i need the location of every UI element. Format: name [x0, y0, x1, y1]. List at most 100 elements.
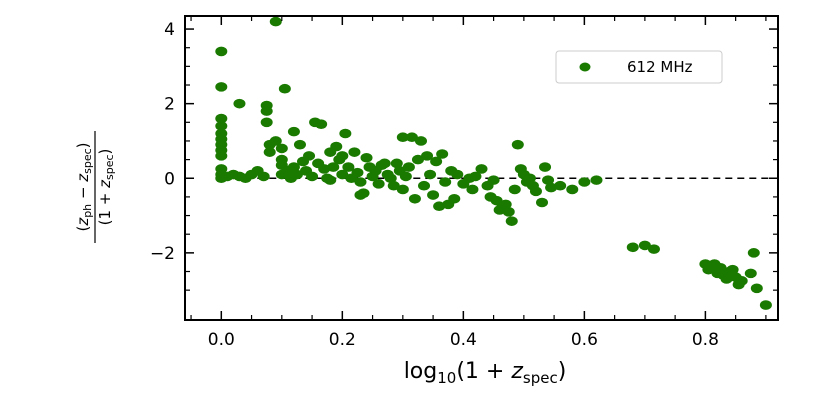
y-tick-label: 0 — [164, 169, 175, 189]
data-point — [505, 216, 518, 226]
data-point — [372, 179, 385, 189]
data-point — [339, 128, 352, 139]
data-point — [278, 83, 291, 94]
data-point — [714, 262, 727, 273]
data-point — [499, 199, 512, 210]
data-point — [529, 186, 542, 197]
data-point — [327, 162, 340, 172]
data-point — [336, 169, 349, 180]
data-point — [554, 180, 567, 191]
data-point — [351, 167, 364, 178]
data-point — [436, 149, 449, 159]
data-point — [215, 151, 228, 161]
data-point — [260, 106, 273, 116]
x-tick-label: 0.4 — [450, 330, 477, 350]
data-point — [215, 46, 228, 57]
data-point — [387, 180, 400, 191]
x-axis-label: log10(1 + zspec) — [404, 359, 567, 387]
data-point — [545, 182, 558, 193]
data-point — [451, 169, 464, 180]
data-point — [539, 162, 552, 172]
data-point — [421, 151, 434, 161]
data-point — [502, 207, 515, 217]
data-point — [427, 190, 440, 200]
data-point — [215, 113, 228, 124]
data-point — [354, 177, 367, 187]
axis-ticks: 0.0 0.2 0.4 0.6 0.8 −2 0 2 4 — [150, 16, 778, 350]
data-point — [466, 184, 479, 195]
data-point — [487, 175, 500, 185]
x-tick-label: 0.6 — [571, 330, 598, 350]
data-point — [744, 268, 757, 279]
data-point — [747, 248, 760, 258]
data-point — [275, 143, 288, 154]
data-point — [439, 177, 452, 187]
data-point — [638, 240, 651, 251]
data-point — [414, 136, 427, 146]
data-point — [324, 175, 337, 185]
data-point — [287, 162, 300, 172]
data-point — [348, 147, 361, 157]
data-point — [408, 193, 421, 204]
data-point — [424, 169, 437, 180]
x-tick-label: 0.0 — [208, 330, 235, 350]
data-point — [357, 188, 370, 198]
data-point — [303, 151, 316, 161]
data-point — [647, 244, 660, 254]
data-point — [735, 276, 748, 286]
data-point — [720, 274, 733, 284]
data-point — [578, 177, 591, 187]
legend-box — [555, 50, 723, 84]
y-axis-label: (zph − zspec) (1 + zspec) — [74, 131, 116, 243]
data-point — [342, 162, 355, 172]
legend-label: 612 MHz — [627, 58, 693, 76]
data-point — [315, 119, 328, 129]
data-point — [726, 264, 739, 275]
data-point — [269, 16, 282, 27]
data-point — [396, 184, 409, 195]
data-point — [215, 82, 228, 92]
data-point — [433, 201, 446, 212]
svg-text:(1 + zspec): (1 + zspec) — [96, 149, 116, 226]
data-point — [260, 117, 273, 128]
data-point — [306, 171, 319, 182]
data-point — [511, 139, 524, 150]
data-point — [378, 158, 391, 169]
data-point — [390, 158, 403, 169]
data-point — [750, 283, 763, 294]
data-point — [257, 171, 270, 182]
data-point — [290, 169, 303, 180]
data-point — [469, 171, 482, 182]
data-point — [336, 151, 349, 161]
data-point — [405, 132, 418, 143]
data-point — [566, 184, 579, 195]
data-point — [360, 152, 373, 163]
x-tick-label: 0.2 — [329, 330, 356, 350]
data-point — [293, 139, 306, 150]
data-points — [215, 16, 772, 310]
data-point — [215, 121, 228, 131]
data-point — [263, 147, 276, 157]
data-point — [430, 156, 443, 167]
data-point — [411, 154, 424, 165]
data-point — [399, 171, 412, 182]
y-tick-label: 2 — [164, 95, 175, 115]
data-point — [508, 184, 521, 195]
data-point — [590, 175, 603, 185]
data-point — [233, 98, 246, 109]
data-point — [475, 164, 488, 174]
data-point — [626, 242, 639, 253]
y-tick-label: 4 — [164, 20, 175, 40]
data-point — [318, 164, 331, 174]
svg-text:(zph − zspec): (zph − zspec) — [74, 142, 94, 231]
data-point — [759, 300, 772, 310]
data-point — [330, 141, 343, 152]
legend-marker — [579, 62, 591, 72]
data-point — [418, 180, 431, 191]
plot-frame — [184, 15, 779, 321]
y-tick-label: −2 — [150, 244, 175, 264]
data-point — [396, 132, 409, 143]
legend: 612 MHz — [555, 50, 723, 84]
data-point — [402, 162, 415, 172]
data-point — [542, 175, 555, 185]
